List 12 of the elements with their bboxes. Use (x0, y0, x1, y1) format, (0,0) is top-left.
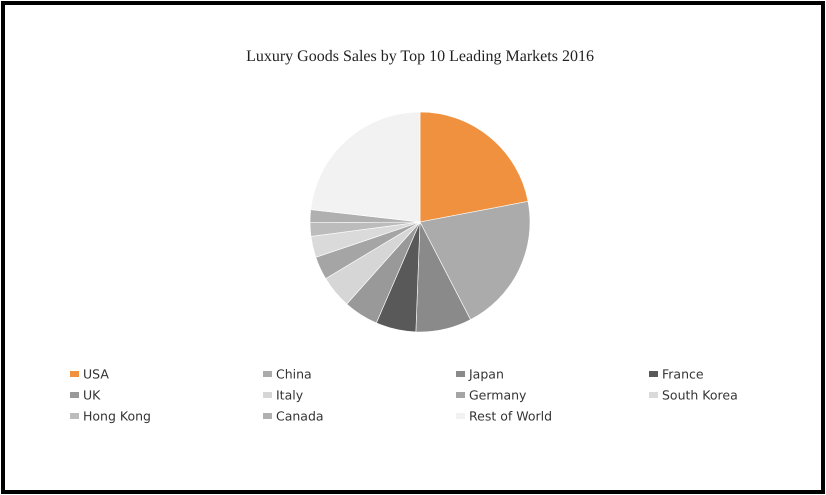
legend-label: France (662, 366, 704, 382)
legend-label: Italy (276, 387, 304, 402)
legend-label: China (276, 366, 312, 382)
chart-title: Luxury Goods Sales by Top 10 Leading Markets 2016 (246, 48, 594, 65)
legend-label: Hong Kong (83, 408, 151, 424)
legend-label: Germany (469, 387, 528, 402)
legend-label: South Korea (662, 387, 738, 402)
legend-label: USA (83, 366, 110, 382)
legend-label: Rest of World (469, 408, 552, 424)
legend-label: Canada (276, 408, 324, 424)
legend-label: UK (83, 387, 102, 402)
legend-label: Japan (468, 366, 504, 382)
